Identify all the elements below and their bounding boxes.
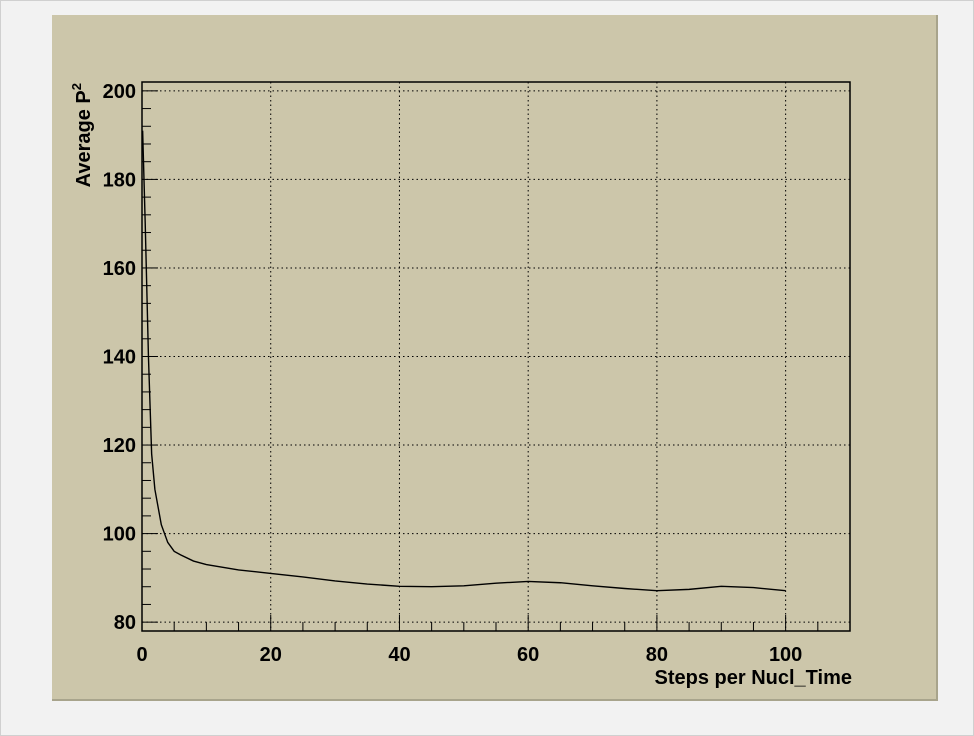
x-axis-title: Steps per Nucl_Time xyxy=(655,667,852,689)
x-tick-label: 60 xyxy=(517,644,539,666)
y-tick-label: 80 xyxy=(114,612,136,634)
x-tick-label: 0 xyxy=(136,644,147,666)
y-axis-title-base: Average P xyxy=(73,90,95,187)
plot-frame xyxy=(141,81,851,632)
tick-label-layer: 0 20 40 60 80 100 80 100 120 140 160 180 200 xyxy=(103,81,803,666)
y-tick-label: 160 xyxy=(103,258,136,280)
x-tick-label: 80 xyxy=(646,644,668,666)
y-tick-label: 180 xyxy=(103,169,136,191)
tick-layer xyxy=(141,90,851,631)
grid-layer xyxy=(142,82,850,631)
x-tick-label: 40 xyxy=(388,644,410,666)
plot-pad xyxy=(52,15,938,701)
y-axis-title-superscript: 2 xyxy=(69,83,84,90)
y-axis-title: Average P2 xyxy=(69,83,95,187)
y-tick-label: 200 xyxy=(103,81,136,103)
x-tick-label: 20 xyxy=(260,644,282,666)
y-tick-label: 100 xyxy=(103,524,136,546)
y-tick-label: 140 xyxy=(103,347,136,369)
y-tick-label: 120 xyxy=(103,435,136,457)
x-tick-label: 100 xyxy=(769,644,802,666)
series-line xyxy=(141,130,786,592)
